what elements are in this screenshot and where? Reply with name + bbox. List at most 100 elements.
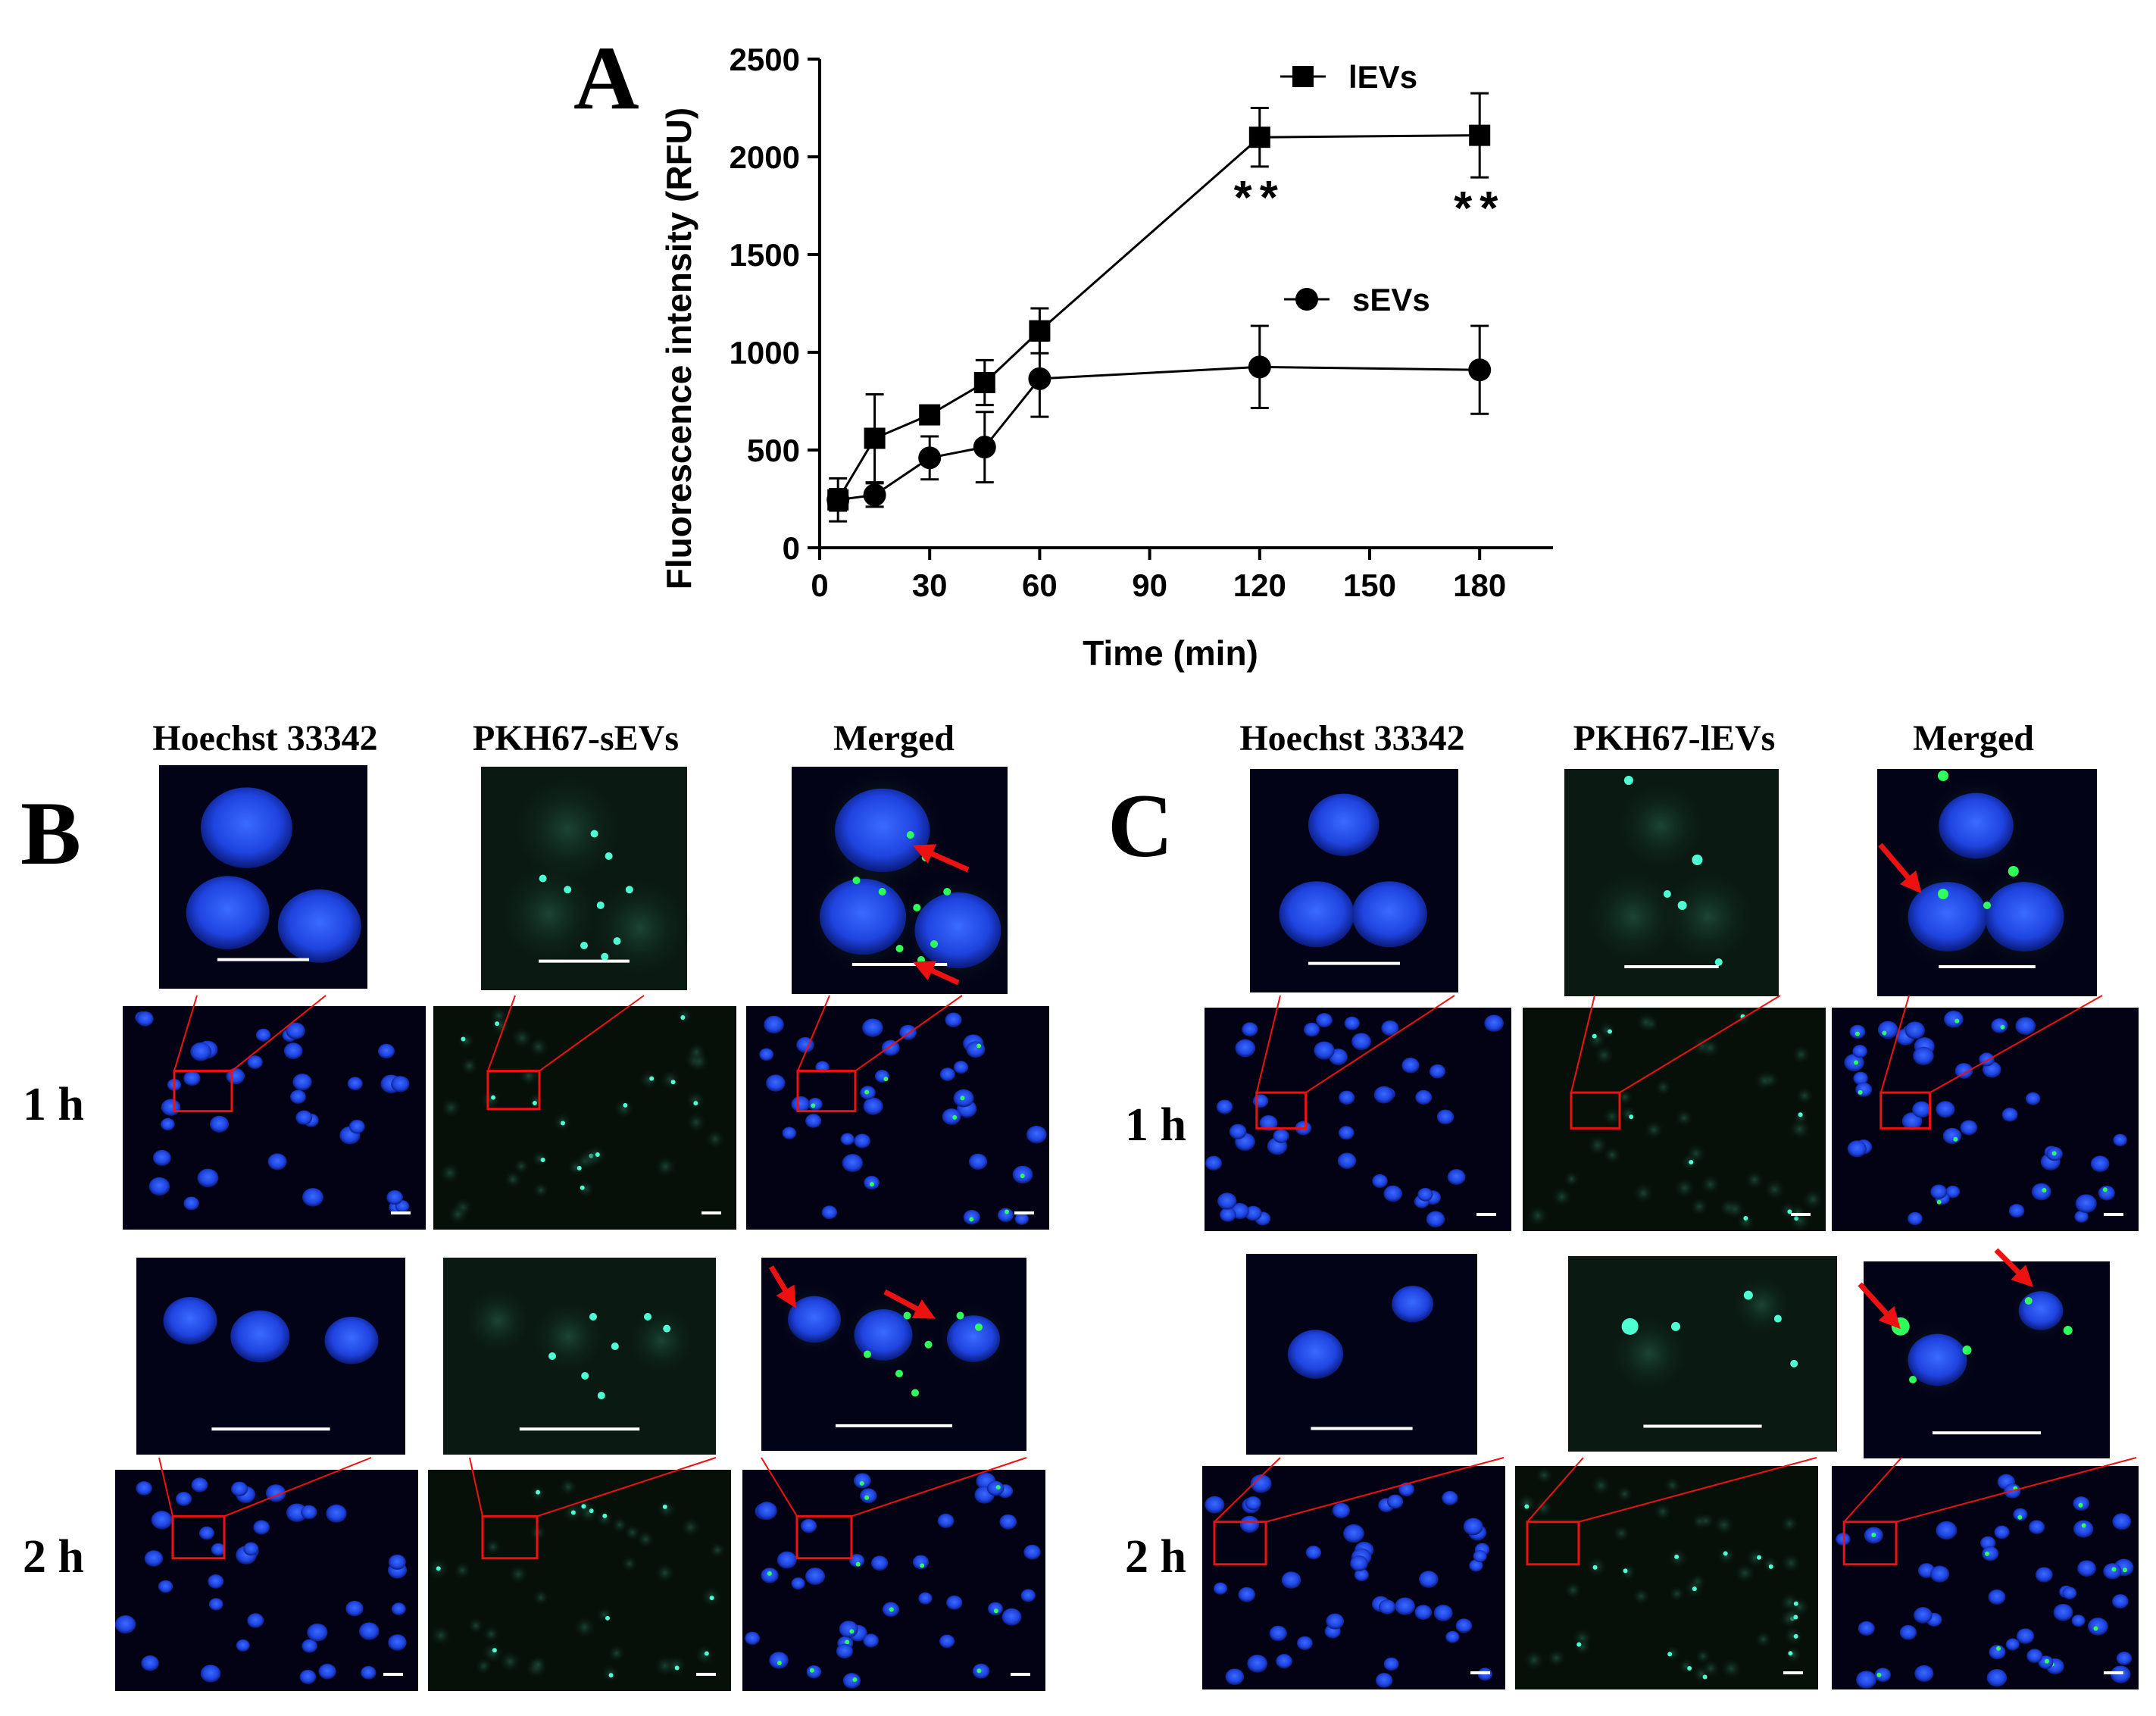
cell-halo (1547, 1649, 1566, 1668)
nucleus (1387, 1494, 1404, 1509)
y-tick-label: 0 (783, 530, 800, 566)
nucleus (759, 1048, 774, 1061)
nucleus (1936, 1101, 1955, 1118)
cell-halo (1802, 1189, 1823, 1210)
point-sEVs (973, 436, 996, 459)
vesicle-dot (845, 1639, 850, 1645)
nucleus (1245, 1205, 1262, 1221)
nucleus (200, 1664, 221, 1683)
cell-halo (464, 1286, 532, 1355)
nucleus (756, 1502, 777, 1521)
y-tick-label: 1500 (730, 237, 800, 273)
vesicle-dot (1788, 1651, 1793, 1656)
nucleus (2073, 1520, 2094, 1538)
panel-label-b: B (20, 783, 81, 883)
vesicle-dot (539, 874, 547, 883)
nucleus (1242, 1022, 1258, 1036)
micrograph-overview (1202, 1457, 1505, 1689)
cell-halo (448, 1204, 468, 1224)
x-tick-label: 150 (1343, 567, 1396, 603)
vesicle-dot (1723, 1551, 1728, 1556)
vesicle-dot (2042, 1187, 2047, 1192)
cell-halo (1690, 1197, 1709, 1216)
micrograph-closeup (1877, 769, 2097, 996)
vesicle-dot (1773, 1314, 1782, 1323)
vesicle-dot (993, 1608, 998, 1614)
vesicle-dot (2081, 1523, 2086, 1528)
nucleus (1217, 1192, 1237, 1210)
nucleus (1314, 1041, 1335, 1060)
micrograph-closeup (159, 765, 367, 989)
image-background (1246, 1254, 1477, 1455)
nucleus (1853, 1071, 1868, 1085)
vesicle-dot (864, 1495, 870, 1500)
vesicle-dot (596, 901, 605, 909)
nucleus (302, 1188, 323, 1207)
cell-halo (623, 1524, 641, 1541)
legend-marker-circle (1295, 288, 1318, 311)
cell-halo (1736, 1213, 1755, 1231)
nucleus (999, 1514, 1017, 1530)
nucleus (151, 1511, 173, 1530)
nucleus (1989, 1645, 2006, 1660)
nucleus (937, 1513, 955, 1528)
y-tick-label: 500 (747, 433, 800, 468)
vesicle-dot (580, 1185, 585, 1190)
nucleus (1250, 1474, 1272, 1493)
zoom-line (855, 995, 963, 1072)
nucleus (1351, 1033, 1371, 1051)
cell-halo (1784, 1627, 1803, 1646)
vesicle-dot (540, 1158, 545, 1163)
cell-halo (1615, 780, 1707, 872)
micrograph-closeup (1246, 1254, 1477, 1455)
vesicle-dot (570, 1510, 576, 1515)
vesicle-dot (1962, 1346, 1972, 1355)
cell-halo (1745, 1548, 1766, 1568)
nucleus (361, 1665, 377, 1680)
nucleus (912, 1555, 930, 1570)
point-lEVs (1248, 127, 1270, 148)
vesicle-dot (883, 1077, 889, 1082)
zoom-box (1213, 1521, 1267, 1566)
cell-halo (559, 1478, 577, 1496)
col-header-pkh67: PKH67-lEVs (1573, 718, 1776, 758)
nucleus (1304, 1022, 1320, 1037)
nucleus (842, 1154, 863, 1173)
red-arrow (912, 844, 970, 873)
nucleus (1332, 1502, 1350, 1519)
nucleus (1899, 1625, 1917, 1640)
nucleus (197, 1168, 219, 1188)
cell-halo (518, 1065, 539, 1086)
zoom-line (1578, 1457, 1817, 1523)
nucleus (966, 1041, 986, 1058)
vesicle-dot (1954, 1018, 1960, 1024)
nucleus (292, 1074, 312, 1091)
nucleus (2103, 1563, 2122, 1580)
nucleus (161, 1099, 181, 1116)
cell-halo (1617, 1486, 1633, 1502)
nucleus (1378, 1599, 1396, 1614)
nucleus (1874, 1668, 1891, 1683)
zoom-box (1526, 1521, 1580, 1566)
vesicle-dot (2000, 1024, 2005, 1030)
series-line-lEVs (836, 134, 1480, 501)
nucleus (1908, 882, 1987, 952)
nucleus (1942, 1127, 1962, 1145)
nucleus (1023, 1544, 1041, 1560)
image-background (746, 1006, 1049, 1230)
vesicle-dot (1702, 1674, 1708, 1680)
legend-label: lEVs (1348, 59, 1417, 95)
vesicle-dot (1768, 1564, 1773, 1569)
red-arrow (1878, 842, 1922, 894)
panel-b: B Hoechst 33342 PKH67-sEVs Merged 1 h 2 … (20, 718, 1049, 1691)
nucleus (791, 1096, 810, 1113)
vesicle-dot (1674, 1554, 1679, 1559)
cell-halo (1754, 1071, 1774, 1091)
vesicle-dot (924, 1340, 933, 1349)
nucleus (231, 1481, 248, 1497)
vesicle-dot (1677, 901, 1687, 910)
nucleus (1372, 1174, 1388, 1188)
zoom-line (1929, 995, 2103, 1093)
micrograph-overview (1523, 995, 1826, 1232)
nucleus (2113, 1133, 2127, 1146)
